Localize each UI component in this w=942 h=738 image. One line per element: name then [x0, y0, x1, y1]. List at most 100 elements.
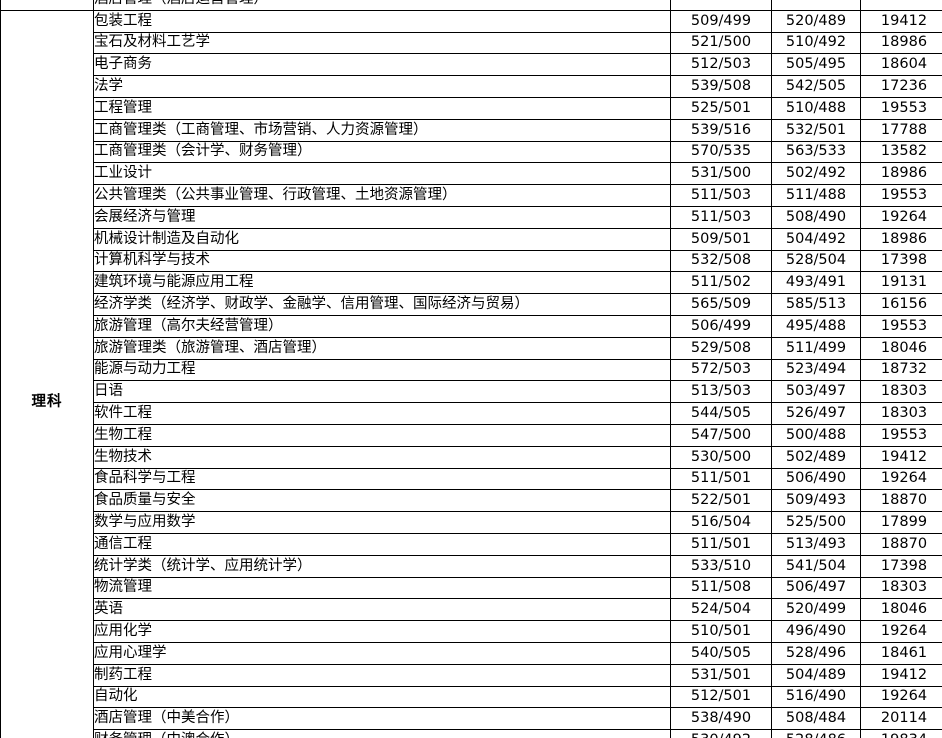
table-row[interactable]: 电子商务 512/503 505/495 18604	[1, 53, 942, 77]
major-name-cell[interactable]: 应用心理学	[93, 641, 671, 665]
table-row[interactable]: 能源与动力工程 572/503 523/494 18732	[1, 358, 942, 382]
rank-cell[interactable]: 18870	[860, 532, 942, 556]
rank-cell[interactable]: 19264	[860, 685, 942, 709]
major-name-cell[interactable]: 计算机科学与技术	[93, 249, 671, 273]
rank-cell[interactable]: 18986	[860, 162, 942, 186]
major-name-cell[interactable]: 应用化学	[93, 620, 671, 643]
major-name-cell[interactable]: 工业设计	[93, 162, 671, 186]
score-range-cell-2[interactable]: 510/492	[771, 31, 861, 55]
score-range-cell-2[interactable]: 504/492	[771, 227, 861, 251]
table-row[interactable]: 宝石及材料工艺学 521/500 510/492 18986	[1, 31, 942, 55]
major-name-cell[interactable]: 酒店管理（中美合作）	[93, 707, 671, 731]
table-row[interactable]: 会展经济与管理 511/503 508/490 19264	[1, 205, 942, 229]
score-range-cell-1[interactable]: 512/501	[670, 685, 772, 709]
major-name-cell[interactable]: 物流管理	[93, 576, 671, 600]
score-range-cell-2[interactable]: 503/497	[771, 380, 861, 404]
score-range-cell-1[interactable]: 533/510	[670, 554, 772, 578]
score-range-cell-1[interactable]: 540/505	[670, 641, 772, 665]
score-range-cell-1[interactable]	[670, 0, 772, 11]
major-name-cell[interactable]: 工商管理类（会计学、财务管理）	[93, 140, 671, 164]
table-row[interactable]: 食品质量与安全 522/501 509/493 18870	[1, 489, 942, 513]
major-name-cell[interactable]: 工商管理类（工商管理、市场营销、人力资源管理）	[93, 118, 671, 142]
table-row[interactable]: 制药工程 531/501 504/489 19412	[1, 663, 942, 687]
rank-cell[interactable]: 17398	[860, 554, 942, 578]
score-range-cell-1[interactable]: 506/499	[670, 314, 772, 338]
score-range-cell-2[interactable]: 510/488	[771, 96, 861, 120]
table-row[interactable]: 建筑环境与能源应用工程 511/502 493/491 19131	[1, 271, 942, 295]
table-row[interactable]: 物流管理 511/508 506/497 18303	[1, 576, 942, 600]
score-range-cell-2[interactable]: 520/499	[771, 598, 861, 622]
rank-cell[interactable]: 18732	[860, 358, 942, 382]
score-range-cell-2[interactable]: 523/494	[771, 358, 861, 382]
score-range-cell-1[interactable]: 509/499	[670, 9, 772, 33]
score-range-cell-2[interactable]: 500/488	[771, 423, 861, 447]
rank-cell[interactable]: 20114	[860, 707, 942, 731]
rank-cell[interactable]: 19264	[860, 205, 942, 229]
score-range-cell-1[interactable]: 529/508	[670, 336, 772, 360]
rank-cell[interactable]: 18303	[860, 380, 942, 404]
score-range-cell-2[interactable]: 502/492	[771, 162, 861, 186]
score-range-cell-1[interactable]: 532/508	[670, 249, 772, 273]
score-range-cell-1[interactable]: 509/501	[670, 227, 772, 251]
score-range-cell-1[interactable]: 513/503	[670, 380, 772, 404]
major-name-cell[interactable]: 英语	[93, 598, 671, 622]
table-row[interactable]: 机械设计制造及自动化 509/501 504/492 18986	[1, 227, 942, 251]
score-range-cell-1[interactable]: 516/504	[670, 511, 772, 534]
major-name-cell[interactable]: 制药工程	[93, 663, 671, 687]
score-range-cell-1[interactable]: 572/503	[670, 358, 772, 382]
major-name-cell[interactable]: 生物技术	[93, 445, 671, 469]
score-range-cell-2[interactable]: 528/504	[771, 249, 861, 273]
rank-cell[interactable]: 16156	[860, 293, 942, 316]
table-row[interactable]: 经济学类（经济学、财政学、金融学、信用管理、国际经济与贸易） 565/509 585…	[1, 293, 942, 316]
score-range-cell-2[interactable]: 493/491	[771, 271, 861, 295]
major-name-cell[interactable]: 生物工程	[93, 423, 671, 447]
rank-cell[interactable]: 19412	[860, 445, 942, 469]
score-range-cell-1[interactable]: 530/500	[670, 445, 772, 469]
score-range-cell-1[interactable]: 511/503	[670, 205, 772, 229]
major-name-cell[interactable]: 会展经济与管理	[93, 205, 671, 229]
table-row[interactable]: 自动化 512/501 516/490 19264	[1, 685, 942, 709]
rank-cell[interactable]: 19412	[860, 663, 942, 687]
score-range-cell-2[interactable]: 532/501	[771, 118, 861, 142]
score-range-cell-1[interactable]: 511/501	[670, 467, 772, 491]
score-range-cell-2[interactable]: 525/500	[771, 511, 861, 534]
major-name-cell[interactable]: 经济学类（经济学、财政学、金融学、信用管理、国际经济与贸易）	[93, 293, 671, 316]
table-row[interactable]: 通信工程 511/501 513/493 18870	[1, 532, 942, 556]
table-row[interactable]: 计算机科学与技术 532/508 528/504 17398	[1, 249, 942, 273]
score-range-cell-2[interactable]: 528/496	[771, 641, 861, 665]
table-row[interactable]: 软件工程 544/505 526/497 18303	[1, 402, 942, 425]
rank-cell[interactable]: 13582	[860, 140, 942, 164]
score-range-cell-2[interactable]: 508/490	[771, 205, 861, 229]
table-row[interactable]: 工程管理 525/501 510/488 19553	[1, 96, 942, 120]
score-range-cell-1[interactable]: 570/535	[670, 140, 772, 164]
table-row[interactable]: 应用心理学 540/505 528/496 18461	[1, 641, 942, 665]
score-range-cell-1[interactable]: 511/502	[670, 271, 772, 295]
table-row[interactable]: 旅游管理类（旅游管理、酒店管理） 529/508 511/499 18046	[1, 336, 942, 360]
score-range-cell-2[interactable]: 541/504	[771, 554, 861, 578]
major-name-cell[interactable]: 食品科学与工程	[93, 467, 671, 491]
rank-cell[interactable]: 18604	[860, 53, 942, 77]
table-row[interactable]: 法学 539/508 542/505 17236	[1, 75, 942, 98]
major-name-cell[interactable]: 数学与应用数学	[93, 511, 671, 534]
score-range-cell-2[interactable]: 513/493	[771, 532, 861, 556]
score-range-cell-1[interactable]: 510/501	[670, 620, 772, 643]
rank-cell[interactable]: 18303	[860, 402, 942, 425]
table-row[interactable]: 财务管理（中澳合作）530/492528/48619834	[1, 729, 942, 738]
score-range-cell-1[interactable]: 525/501	[670, 96, 772, 120]
score-range-cell-1[interactable]: 522/501	[670, 489, 772, 513]
rank-cell[interactable]: 19131	[860, 271, 942, 295]
rank-cell[interactable]: 19553	[860, 314, 942, 338]
rank-cell[interactable]: 19412	[860, 9, 942, 33]
major-name-cell[interactable]: 自动化	[93, 685, 671, 709]
score-range-cell-1[interactable]: 524/504	[670, 598, 772, 622]
rank-cell[interactable]: 18986	[860, 227, 942, 251]
score-range-cell-2[interactable]: 526/497	[771, 402, 861, 425]
table-row[interactable]: 酒店管理（酒店运营管理）	[0, 0, 942, 11]
major-name-cell[interactable]: 酒店管理（酒店运营管理）	[93, 0, 671, 11]
major-name-cell[interactable]: 包装工程	[93, 9, 671, 33]
table-row[interactable]: 生物工程 547/500 500/488 19553	[1, 423, 942, 447]
score-range-cell-1[interactable]: 531/501	[670, 663, 772, 687]
major-name-cell[interactable]: 法学	[93, 75, 671, 98]
table-row[interactable]: 酒店管理（中美合作） 538/490 508/484 20114	[1, 707, 942, 731]
score-range-cell-2[interactable]: 506/490	[771, 467, 861, 491]
